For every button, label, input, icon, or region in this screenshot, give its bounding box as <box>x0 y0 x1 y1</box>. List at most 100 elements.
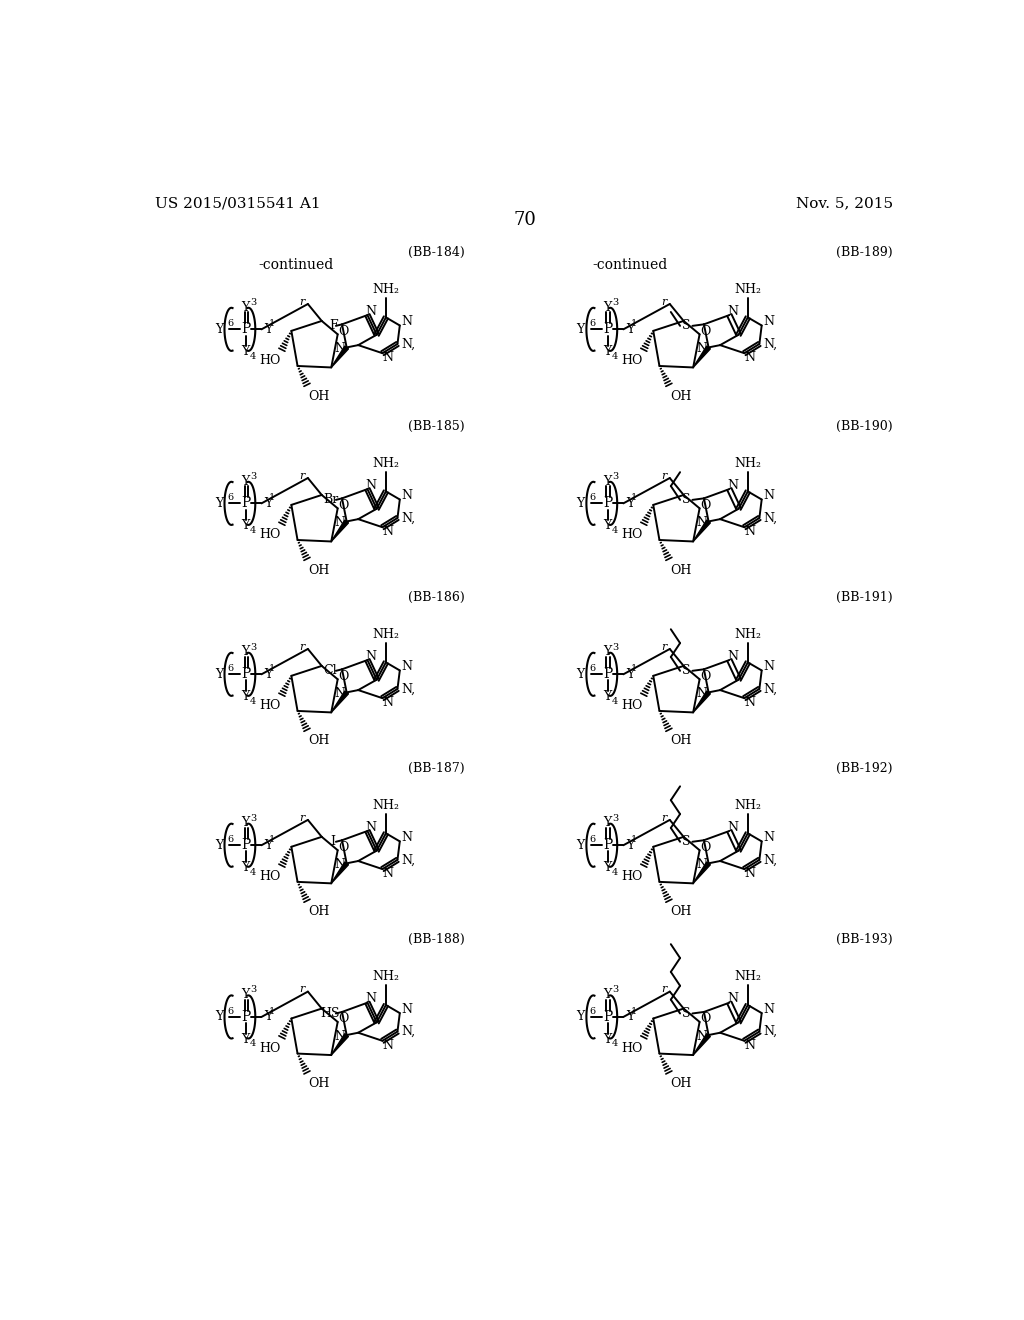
Polygon shape <box>693 862 711 883</box>
Text: Y: Y <box>264 496 272 510</box>
Text: -continued: -continued <box>592 257 668 272</box>
Text: OH: OH <box>308 734 330 747</box>
Text: HO: HO <box>621 700 642 713</box>
Text: 70: 70 <box>513 211 537 228</box>
Text: Y: Y <box>603 519 611 532</box>
Text: Y: Y <box>577 1010 585 1023</box>
Text: Y: Y <box>242 690 250 704</box>
Text: 6: 6 <box>227 836 233 845</box>
Text: 4: 4 <box>250 697 256 706</box>
Text: Y: Y <box>627 1010 635 1023</box>
Text: N: N <box>334 516 345 529</box>
Polygon shape <box>331 862 348 883</box>
Polygon shape <box>331 346 348 367</box>
Polygon shape <box>693 1034 711 1055</box>
Text: r: r <box>660 642 667 652</box>
Text: HO: HO <box>259 700 281 713</box>
Text: 3: 3 <box>250 298 256 306</box>
Text: P: P <box>603 1010 612 1024</box>
Text: Y: Y <box>603 474 611 487</box>
Text: (BB-190): (BB-190) <box>837 420 893 433</box>
Text: 6: 6 <box>590 1007 596 1016</box>
Text: P: P <box>242 322 251 337</box>
Text: 4: 4 <box>611 867 618 876</box>
Text: r: r <box>299 471 304 480</box>
Text: (BB-188): (BB-188) <box>408 933 465 946</box>
Text: N: N <box>728 649 738 663</box>
Text: Y: Y <box>242 1032 250 1045</box>
Text: r: r <box>299 985 304 994</box>
Text: 6: 6 <box>590 494 596 503</box>
Text: 6: 6 <box>590 319 596 329</box>
Text: Y: Y <box>242 474 250 487</box>
Text: HO: HO <box>259 354 281 367</box>
Text: Y: Y <box>627 668 635 681</box>
Text: 1: 1 <box>269 319 275 329</box>
Text: Y: Y <box>603 345 611 358</box>
Text: (BB-193): (BB-193) <box>837 933 893 946</box>
Text: N: N <box>401 315 413 329</box>
Text: HO: HO <box>621 528 642 541</box>
Text: N: N <box>696 1030 708 1043</box>
Text: Y: Y <box>577 496 585 510</box>
Text: OH: OH <box>308 906 330 919</box>
Text: 6: 6 <box>227 1007 233 1016</box>
Text: 3: 3 <box>250 814 256 822</box>
Text: NH₂: NH₂ <box>373 628 399 640</box>
Text: N: N <box>763 490 774 502</box>
Text: Y: Y <box>242 861 250 874</box>
Text: P: P <box>603 496 612 511</box>
Text: NH₂: NH₂ <box>373 282 399 296</box>
Text: NH₂: NH₂ <box>734 799 761 812</box>
Text: NH₂: NH₂ <box>734 970 761 983</box>
Text: O: O <box>338 669 348 682</box>
Text: S: S <box>682 494 690 507</box>
Text: O: O <box>338 499 348 512</box>
Text: 1: 1 <box>631 494 637 503</box>
Text: N,: N, <box>401 1026 416 1038</box>
Text: Y: Y <box>577 323 585 335</box>
Text: N: N <box>728 305 738 318</box>
Text: N,: N, <box>763 1026 777 1038</box>
Text: 3: 3 <box>611 643 618 652</box>
Text: N: N <box>744 696 756 709</box>
Text: P: P <box>242 1010 251 1024</box>
Text: 6: 6 <box>227 664 233 673</box>
Text: 4: 4 <box>250 525 256 535</box>
Text: O: O <box>699 1012 711 1026</box>
Text: OH: OH <box>671 1077 691 1090</box>
Text: N,: N, <box>401 511 416 524</box>
Text: r: r <box>299 297 304 306</box>
Text: -continued: -continued <box>258 257 334 272</box>
Text: F: F <box>329 319 338 333</box>
Text: N: N <box>382 1039 393 1052</box>
Text: N: N <box>366 479 377 492</box>
Text: N: N <box>728 479 738 492</box>
Text: 3: 3 <box>611 473 618 480</box>
Text: 4: 4 <box>611 697 618 706</box>
Text: Y: Y <box>242 519 250 532</box>
Text: 1: 1 <box>269 664 275 673</box>
Text: Y: Y <box>603 690 611 704</box>
Text: Y: Y <box>264 668 272 681</box>
Text: P: P <box>242 668 251 681</box>
Text: S: S <box>682 1007 690 1020</box>
Text: Y: Y <box>627 323 635 335</box>
Text: N: N <box>728 821 738 834</box>
Text: r: r <box>660 813 667 822</box>
Text: Y: Y <box>603 989 611 1001</box>
Text: S: S <box>682 836 690 849</box>
Text: N: N <box>366 305 377 318</box>
Text: NH₂: NH₂ <box>734 282 761 296</box>
Text: r: r <box>660 471 667 480</box>
Text: Y: Y <box>215 838 223 851</box>
Text: r: r <box>660 985 667 994</box>
Text: Y: Y <box>242 816 250 829</box>
Text: Y: Y <box>242 989 250 1001</box>
Text: Y: Y <box>242 301 250 314</box>
Text: (BB-185): (BB-185) <box>408 420 465 433</box>
Text: N: N <box>401 832 413 843</box>
Text: 3: 3 <box>611 298 618 306</box>
Text: 3: 3 <box>611 986 618 994</box>
Text: OH: OH <box>308 564 330 577</box>
